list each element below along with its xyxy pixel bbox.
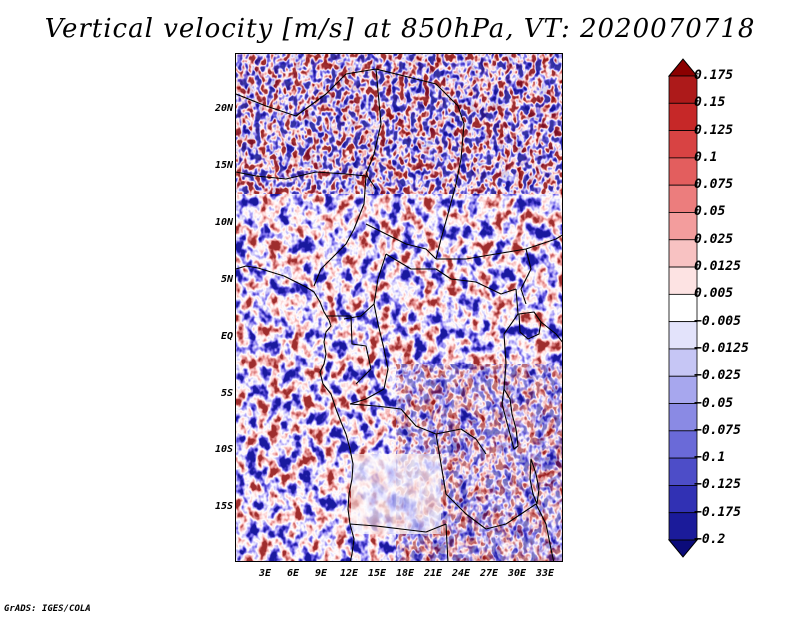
colorbar-tick-label: 0.005 — [694, 286, 734, 302]
colorbar-segment — [668, 457, 698, 486]
border-namibia-botswana — [445, 523, 449, 561]
chart-title: Vertical velocity [m/s] at 850hPa, VT: 2… — [44, 14, 756, 44]
border-angola-zambia — [435, 433, 487, 530]
colorbar-tick-label: 0.175 — [694, 68, 734, 83]
lon-tick-label: 3E — [258, 568, 272, 579]
border-chad-car — [365, 223, 437, 260]
colorbar-tick-label: −0.05 — [694, 395, 734, 411]
lat-tick-label: 10N — [214, 217, 233, 228]
colorbar-segment — [668, 212, 698, 241]
boundary-lines — [236, 68, 562, 561]
colorbar-segment — [668, 130, 698, 159]
lon-tick-label: 12E — [339, 568, 359, 579]
border-libya-chad — [375, 68, 465, 160]
border-nigeria-niger — [236, 171, 367, 180]
colorbar-segment — [668, 485, 698, 514]
border-sudan-south-sudan — [436, 234, 562, 260]
colorbar-tick-label: −0.025 — [694, 368, 741, 384]
lon-tick-label: 9E — [314, 568, 328, 579]
colorbar-segment — [668, 430, 698, 459]
lon-tick-label: 33E — [535, 568, 555, 579]
colorbar-tick-label: 0.05 — [694, 204, 726, 220]
colorbar-segment — [668, 102, 698, 131]
lat-tick-label: 5N — [220, 274, 233, 285]
border-zambia-zimbabwe — [485, 503, 537, 530]
lat-tick-label: 15N — [214, 160, 233, 171]
border-drc-angola — [349, 403, 487, 455]
colorbar-tick-label: −0.005 — [694, 313, 741, 329]
colorbar-segment — [668, 512, 698, 541]
map-svg — [236, 54, 562, 561]
colorbar-tick-label: 0.1 — [694, 149, 718, 165]
lon-tick-label: 30E — [507, 568, 527, 579]
border-congo-drc — [349, 303, 389, 405]
colorbar-tick-label: −0.2 — [694, 532, 726, 547]
colorbar-segment — [668, 266, 698, 295]
colorbar-segment — [668, 184, 698, 213]
velocity-field-calm-region — [351, 454, 441, 534]
colorbar-tick-label: 0.125 — [694, 122, 734, 138]
lon-tick-label: 6E — [286, 568, 300, 579]
map-plot-area — [235, 53, 563, 562]
lon-tick-label: 15E — [367, 568, 387, 579]
lon-tick-label: 18E — [395, 568, 415, 579]
lat-tick-label: 5S — [220, 388, 233, 399]
colorbar-top-triangle — [668, 58, 698, 77]
border-kenya-tanzania — [540, 321, 562, 343]
colorbar-tick-label: −0.125 — [694, 477, 741, 493]
lat-tick-label: 10S — [214, 444, 233, 455]
border-chad-sudan — [435, 158, 462, 260]
lat-tick-label: 20N — [214, 103, 233, 114]
coastline-west-africa — [236, 265, 355, 561]
border-algeria-niger — [236, 68, 377, 117]
colorbar-segment — [668, 321, 698, 350]
lon-tick-label: 27E — [479, 568, 499, 579]
colorbar-tick-label: −0.0125 — [694, 340, 749, 356]
colorbar-segment — [668, 375, 698, 404]
border-car-south — [385, 253, 517, 295]
lake-tanganyika — [501, 388, 519, 450]
border-mozambique — [535, 503, 555, 561]
lake-malawi — [529, 458, 540, 505]
colorbar-tick-label: 0.0125 — [694, 259, 741, 275]
colorbar-segment — [668, 157, 698, 186]
colorbar-segment — [668, 293, 698, 323]
colorbar-tick-label: −0.075 — [694, 422, 741, 438]
lake-victoria — [518, 311, 542, 340]
colorbar-segment — [668, 403, 698, 432]
colorbar-segment — [668, 75, 698, 104]
border-namibia-angola — [349, 523, 447, 533]
colorbar-tick-label: −0.175 — [694, 504, 741, 520]
colorbar-bottom-triangle — [668, 539, 698, 558]
colorbar-tick-label: 0.075 — [694, 177, 734, 193]
border-south-sudan-ethiopia — [520, 248, 532, 305]
lon-tick-label: 21E — [423, 568, 443, 579]
lat-tick-label: 15S — [214, 501, 233, 512]
border-gabon-congo — [326, 315, 372, 385]
border-niger-chad — [365, 68, 382, 190]
colorbar-tick-label: 0.025 — [694, 231, 734, 247]
border-drc-east — [503, 288, 519, 390]
colorbar-tick-label: 0.15 — [694, 95, 726, 111]
lat-tick-label: EQ — [220, 331, 233, 342]
colorbar-segment — [668, 239, 698, 268]
lon-tick-label: 24E — [451, 568, 471, 579]
border-nigeria-cameroon — [313, 175, 367, 287]
colorbar-segment — [668, 348, 698, 377]
colorbar — [668, 58, 698, 558]
grads-credit: GrADS: IGES/COLA — [4, 604, 91, 614]
colorbar-tick-label: −0.1 — [694, 450, 726, 466]
velocity-field-sahel — [236, 54, 562, 194]
